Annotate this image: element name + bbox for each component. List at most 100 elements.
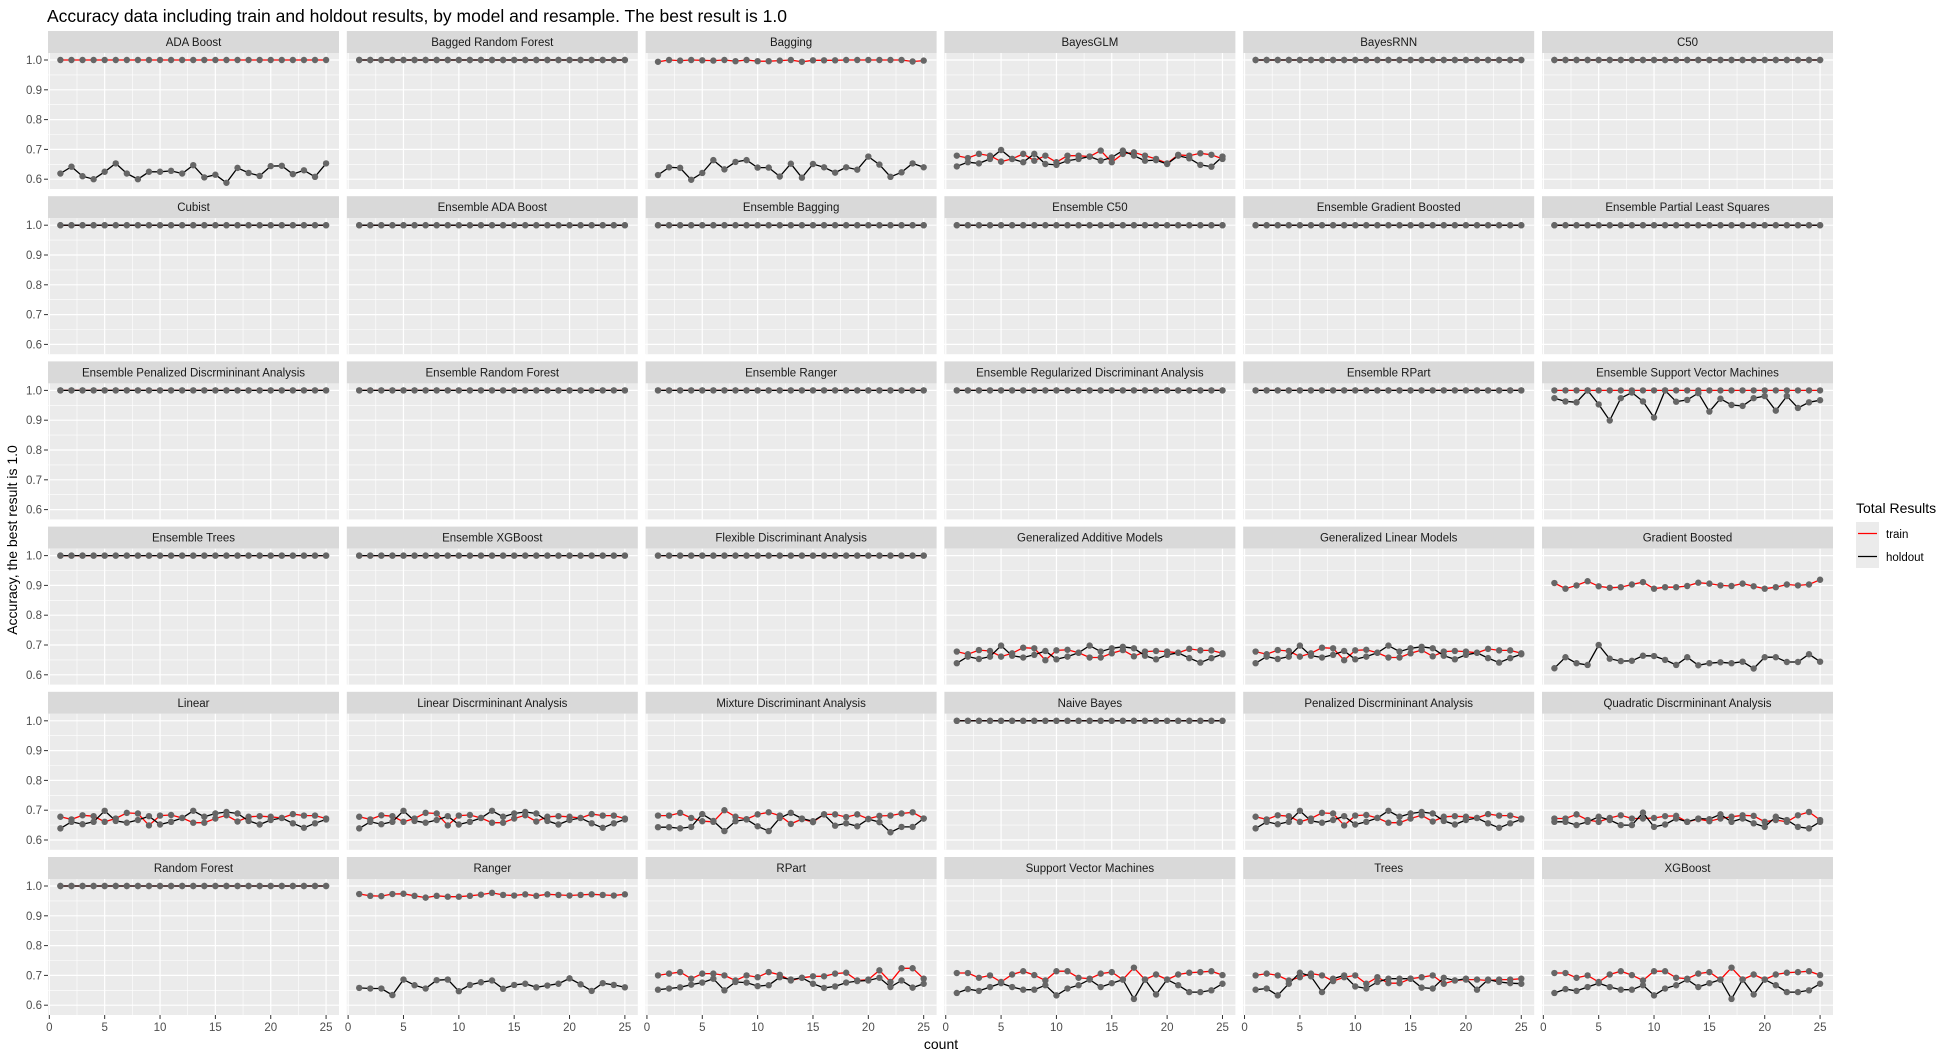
panel-background <box>1243 218 1535 355</box>
holdout-point <box>201 387 208 394</box>
holdout-point <box>898 977 905 984</box>
holdout-point <box>1783 658 1791 666</box>
facet-strip <box>1243 31 1535 53</box>
holdout-point <box>256 172 263 180</box>
train-point <box>1783 581 1791 588</box>
train-point <box>1274 812 1281 819</box>
train-point <box>1053 968 1060 975</box>
x-tick-label: 0 <box>1241 1022 1247 1034</box>
holdout-point <box>588 987 595 995</box>
holdout-point <box>1639 398 1647 405</box>
holdout-point <box>1075 387 1082 394</box>
holdout-point <box>178 387 186 394</box>
holdout-point <box>256 387 263 394</box>
holdout-point <box>654 986 662 993</box>
train-point <box>665 812 673 819</box>
holdout-point <box>101 168 108 175</box>
holdout-point <box>820 811 828 818</box>
y-tick-label: 0.6 <box>26 339 42 351</box>
holdout-point <box>566 816 573 824</box>
train-point <box>1805 581 1813 588</box>
train-point <box>101 56 108 64</box>
facet-strip-label: Ensemble Bagging <box>743 202 840 214</box>
facet-strip-label: Linear Discrmininant Analysis <box>417 698 567 710</box>
panel-background <box>1243 713 1535 850</box>
holdout-point <box>1429 222 1436 229</box>
holdout-point <box>1407 810 1414 817</box>
holdout-point <box>433 387 440 394</box>
holdout-point <box>588 820 595 827</box>
holdout-point <box>1451 387 1459 394</box>
holdout-point <box>1396 813 1403 820</box>
holdout-point <box>212 222 219 229</box>
holdout-point <box>1141 976 1149 983</box>
holdout-point <box>1329 222 1337 229</box>
holdout-point <box>798 222 806 229</box>
holdout-point <box>1086 717 1093 725</box>
train-point <box>588 891 595 898</box>
holdout-point <box>599 56 606 64</box>
holdout-point <box>876 387 883 394</box>
holdout-point <box>665 985 673 992</box>
holdout-point <box>599 979 606 987</box>
holdout-point <box>455 987 463 995</box>
holdout-point <box>499 387 507 394</box>
holdout-point <box>1739 815 1746 822</box>
panel-background <box>48 383 339 520</box>
train-point <box>1684 582 1691 590</box>
holdout-point <box>378 222 385 229</box>
train-point <box>212 815 219 822</box>
holdout-point <box>1396 648 1403 655</box>
x-tick-label: 15 <box>209 1022 222 1034</box>
holdout-point <box>245 169 252 177</box>
holdout-point <box>876 222 883 229</box>
train-point <box>400 818 407 826</box>
holdout-point <box>1130 995 1138 1003</box>
train-point <box>1628 971 1636 979</box>
holdout-point <box>178 552 186 559</box>
holdout-point <box>710 156 717 164</box>
holdout-point <box>1363 818 1370 826</box>
y-tick-label: 1.0 <box>26 220 42 232</box>
train-point <box>1363 980 1370 987</box>
holdout-point <box>1507 820 1514 827</box>
train-point <box>1562 585 1569 592</box>
holdout-point <box>1429 985 1436 992</box>
train-point <box>898 810 905 817</box>
holdout-point <box>422 552 429 559</box>
train-point <box>1141 152 1149 159</box>
holdout-point <box>1507 654 1514 662</box>
holdout-point <box>1352 387 1359 394</box>
holdout-point <box>1429 56 1436 64</box>
holdout-point <box>400 222 407 229</box>
holdout-point <box>953 717 960 725</box>
holdout-point <box>986 387 994 394</box>
holdout-point <box>1285 818 1293 826</box>
train-point <box>898 965 905 972</box>
train-point <box>533 818 540 825</box>
holdout-point <box>765 164 772 171</box>
holdout-point <box>1296 969 1304 976</box>
holdout-point <box>411 552 418 559</box>
holdout-point <box>1141 387 1149 394</box>
holdout-point <box>510 552 518 559</box>
train-point <box>145 822 153 829</box>
train-point <box>1717 582 1724 589</box>
holdout-point <box>411 817 418 825</box>
facet-strip <box>1542 196 1833 219</box>
train-point <box>510 892 518 899</box>
train-point <box>1385 819 1392 826</box>
holdout-point <box>654 171 662 179</box>
holdout-point <box>300 387 308 394</box>
train-point <box>1208 151 1215 158</box>
holdout-point <box>743 816 750 823</box>
holdout-point <box>997 979 1005 987</box>
holdout-point <box>997 146 1005 154</box>
holdout-point <box>1296 807 1304 814</box>
holdout-point <box>1462 56 1470 64</box>
facet-panel: Naive Bayes <box>944 691 1236 850</box>
holdout-point <box>798 974 806 981</box>
holdout-point <box>1473 387 1481 394</box>
train-point <box>1108 650 1115 657</box>
holdout-point <box>809 387 817 394</box>
